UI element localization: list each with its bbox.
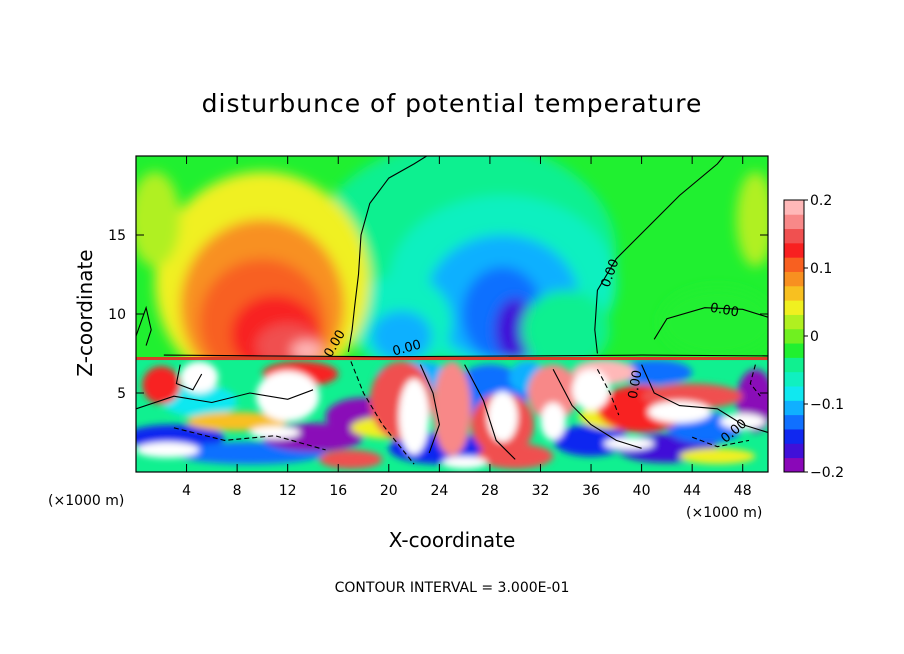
y-axis: 5 10 15: [108, 228, 768, 402]
contour-line: [464, 364, 516, 460]
colorbar-segment: [784, 343, 804, 358]
contour-line: [136, 389, 314, 410]
y-tick-label: 10: [108, 307, 126, 323]
field-patch: [186, 411, 288, 431]
field-patch: [136, 441, 200, 458]
x-tick-label: 48: [734, 483, 752, 499]
field-patch: [527, 364, 579, 422]
field-patch: [736, 171, 768, 267]
upper-field: [136, 156, 768, 357]
colorbar-tick-label: 0.2: [810, 193, 832, 209]
field-patch: [616, 359, 693, 386]
field-patch: [142, 366, 181, 405]
x-tick-label: 20: [380, 483, 398, 499]
contour-interval: CONTOUR INTERVAL = 3.000E-01: [335, 580, 570, 596]
field-patch: [398, 378, 430, 455]
field-patch: [249, 426, 301, 439]
x-tick-label: 44: [683, 483, 701, 499]
contour-line: [596, 369, 620, 416]
colorbar-tick-label: −0.1: [810, 397, 844, 413]
colorbar-segment: [784, 429, 804, 444]
colorbar-segment: [784, 257, 804, 272]
colorbar-segment: [784, 443, 804, 459]
colorbar-segment: [784, 328, 804, 344]
contour-line: [136, 305, 152, 346]
field-patch: [647, 400, 712, 424]
colorbar-tick-label: −0.2: [810, 465, 844, 481]
x-tick-label: 16: [329, 483, 347, 499]
colorbar-segment: [784, 285, 804, 301]
colorbar-segment: [784, 457, 804, 473]
field-patch: [477, 443, 554, 469]
x-tick-label: 8: [233, 483, 242, 499]
x-unit-left: (×1000 m): [48, 493, 124, 509]
x-tick-label: 36: [582, 483, 600, 499]
colorbar-segment: [784, 242, 804, 258]
x-tick-label: 32: [532, 483, 550, 499]
x-axis: 4 8 12 16 20 24 28 32 36 40 44 48: [182, 156, 752, 499]
contour-line: [173, 427, 326, 451]
field-patch: [603, 437, 655, 450]
field-patch: [679, 448, 756, 465]
field-patch: [291, 340, 322, 357]
lower-field: [136, 357, 768, 472]
colorbar-segment: [784, 214, 804, 230]
x-axis-label: X-coordinate: [389, 528, 516, 552]
colorbar-segment: [784, 200, 804, 215]
x-tick-label: 24: [430, 483, 448, 499]
colorbar-segment: [784, 400, 804, 416]
y-tick-label: 15: [108, 228, 126, 244]
contour-line: [641, 364, 768, 434]
contour-label: 0.00: [709, 301, 740, 321]
contour-line: [175, 364, 203, 391]
colorbar-segment: [784, 314, 804, 330]
plot-area: 0.000.000.00 0.000.000.00: [136, 156, 768, 472]
x-tick-label: 28: [481, 483, 499, 499]
field-patch: [540, 402, 566, 441]
colorbar: 0.2 0.1 0 −0.1 −0.2: [783, 193, 844, 481]
field-patch: [441, 456, 488, 469]
field-patch: [572, 369, 610, 411]
colorbar-segment: [784, 271, 804, 287]
field-patch: [256, 370, 320, 422]
x-tick-label: 12: [279, 483, 297, 499]
contour-line: [552, 369, 642, 449]
colorbar-segment: [784, 300, 804, 315]
field-patch: [371, 310, 432, 357]
colorbar-segment: [784, 228, 804, 244]
colorbar-segment: [784, 386, 804, 401]
contour-line: [419, 364, 440, 454]
contour-line: [594, 156, 725, 354]
chart-title: disturbunce of potential temperature: [202, 89, 703, 118]
field-patch: [136, 171, 181, 267]
field-patch: [521, 290, 610, 357]
colorbar-segment: [784, 357, 804, 373]
x-tick-label: 40: [633, 483, 651, 499]
x-tick-label: 4: [182, 483, 191, 499]
contour-line: [347, 156, 427, 352]
contour-label: 0.00: [391, 338, 423, 360]
boundary-stripe: [136, 357, 768, 361]
contour-label: 0.00: [626, 369, 646, 400]
colorbar-tick-label: 0.1: [810, 261, 832, 277]
contour-line: [653, 307, 768, 340]
contour-line: [749, 364, 761, 397]
y-tick-label: 5: [117, 386, 126, 402]
contour-line: [692, 436, 750, 448]
contour-line: [350, 361, 415, 465]
field-patch: [180, 361, 219, 394]
field-patch: [487, 391, 518, 442]
colorbar-segment: [784, 371, 804, 387]
x-unit-right: (×1000 m): [686, 505, 762, 521]
contour-line: [163, 354, 768, 358]
colorbar-tick-label: 0: [810, 329, 819, 345]
y-axis-label: Z-coordinate: [73, 249, 97, 376]
contour-lines: 0.000.000.00 0.000.000.00: [136, 156, 768, 465]
colorbar-segment: [784, 414, 804, 430]
field-patch: [433, 361, 471, 457]
field-patch: [660, 287, 768, 357]
field-patch: [319, 449, 383, 469]
field-patch: [553, 424, 629, 457]
